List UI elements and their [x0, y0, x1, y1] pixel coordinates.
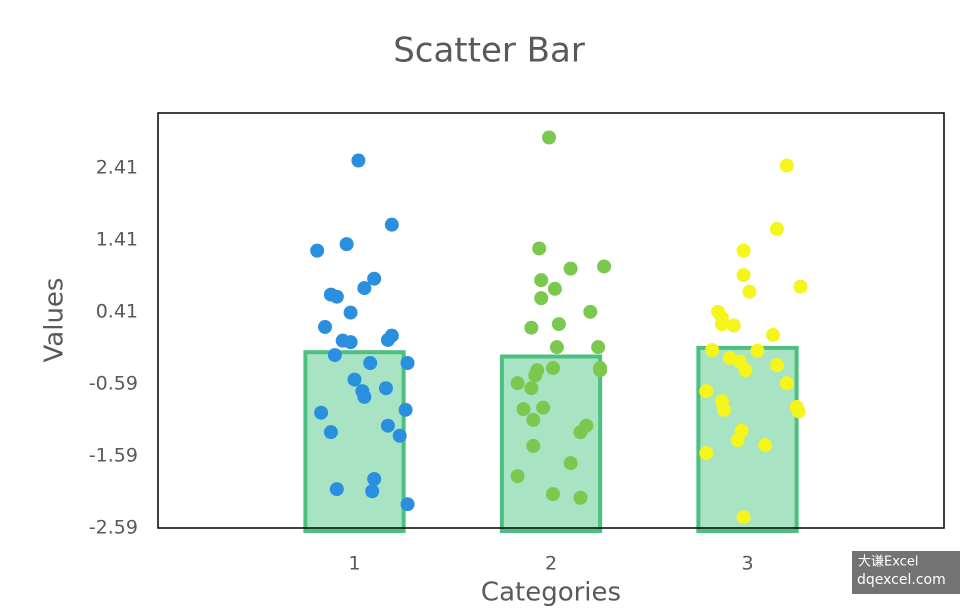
watermark: 大谦Excel	[858, 555, 918, 570]
scatter-point	[510, 469, 525, 484]
scatter-point	[365, 484, 380, 499]
scatter-point	[343, 335, 358, 350]
scatter-point	[705, 343, 720, 358]
scatter-point	[714, 317, 729, 332]
scatter-point	[730, 433, 745, 448]
scatter-point	[547, 281, 562, 296]
watermark: dqexcel.com	[857, 572, 946, 588]
scatter-point	[542, 130, 557, 145]
scatter-point	[528, 368, 543, 383]
scatter-point	[549, 340, 564, 355]
scatter-point	[573, 490, 588, 505]
scatter-point	[716, 402, 731, 417]
y-axis-label: Values	[40, 278, 70, 363]
watermark-box	[852, 551, 960, 594]
y-tick-label: -2.59	[89, 517, 138, 539]
scatter-point	[318, 319, 333, 334]
scatter-point	[699, 384, 714, 399]
x-tick-label: 2	[545, 553, 557, 575]
scatter-point	[793, 279, 808, 294]
scatter-point	[597, 259, 612, 274]
scatter-point	[779, 158, 794, 173]
scatter-point	[758, 438, 773, 453]
scatter-point	[736, 268, 751, 283]
scatter-point	[536, 400, 551, 415]
scatter-point	[583, 304, 598, 319]
scatter-point	[573, 425, 588, 440]
scatter-point	[593, 361, 608, 376]
scatter-point	[742, 284, 757, 299]
scatter-point	[347, 372, 362, 387]
scatter-point	[524, 381, 539, 396]
scatter-point	[738, 363, 753, 378]
scatter-point	[351, 153, 366, 168]
scatter-point	[357, 389, 372, 404]
scatter-point	[534, 291, 549, 306]
scatter-point	[726, 318, 741, 333]
scatter-point	[329, 289, 344, 304]
scatter-point	[526, 438, 541, 453]
scatter-point	[791, 404, 806, 419]
scatter-point	[516, 402, 531, 417]
plot-frame	[157, 112, 945, 529]
scatter-point	[400, 497, 415, 512]
bar	[696, 345, 799, 533]
scatter-point	[563, 456, 578, 471]
x-axis-label: Categories	[481, 578, 621, 608]
scatter-point	[750, 343, 765, 358]
scatter-point	[736, 243, 751, 258]
scatter-point	[532, 241, 547, 256]
scatter-point	[769, 358, 784, 373]
scatter-point	[367, 271, 382, 286]
scatter-point	[380, 418, 395, 433]
scatter-point	[545, 361, 560, 376]
scatter-point	[510, 376, 525, 391]
scatter-point	[339, 237, 354, 252]
scatter-point	[591, 340, 606, 355]
scatter-point	[323, 425, 338, 440]
scatter-point	[363, 356, 378, 371]
scatter-point	[736, 510, 751, 525]
scatter-point	[343, 305, 358, 320]
y-tick-label: 2.41	[96, 156, 138, 178]
y-tick-label: 1.41	[96, 228, 138, 250]
scatter-point	[378, 381, 393, 396]
scatter-point	[392, 428, 407, 443]
scatter-point	[766, 327, 781, 342]
scatter-point	[779, 376, 794, 391]
scatter-point	[380, 332, 395, 347]
x-tick-label: 1	[348, 553, 360, 575]
scatter-point	[551, 317, 566, 332]
x-tick-label: 3	[741, 553, 753, 575]
scatter-point	[398, 402, 413, 417]
scatter-point	[327, 348, 342, 363]
scatter-point	[357, 281, 372, 296]
scatter-point	[534, 273, 549, 288]
chart-title: Scatter Bar	[393, 31, 585, 71]
y-tick-label: -0.59	[89, 372, 138, 394]
scatter-point	[367, 472, 382, 487]
scatter-point	[524, 320, 539, 335]
y-tick-label: -1.59	[89, 444, 138, 466]
scatter-point	[545, 487, 560, 502]
scatter-point	[329, 482, 344, 497]
y-tick-label: 0.41	[96, 300, 138, 322]
scatter-point	[384, 217, 399, 232]
scatter-point	[310, 243, 325, 258]
scatter-point	[314, 405, 329, 420]
scatter-point	[769, 221, 784, 236]
scatter-point	[563, 261, 578, 276]
scatter-point	[526, 412, 541, 427]
scatter-point	[699, 446, 714, 461]
scatter-point	[400, 356, 415, 371]
